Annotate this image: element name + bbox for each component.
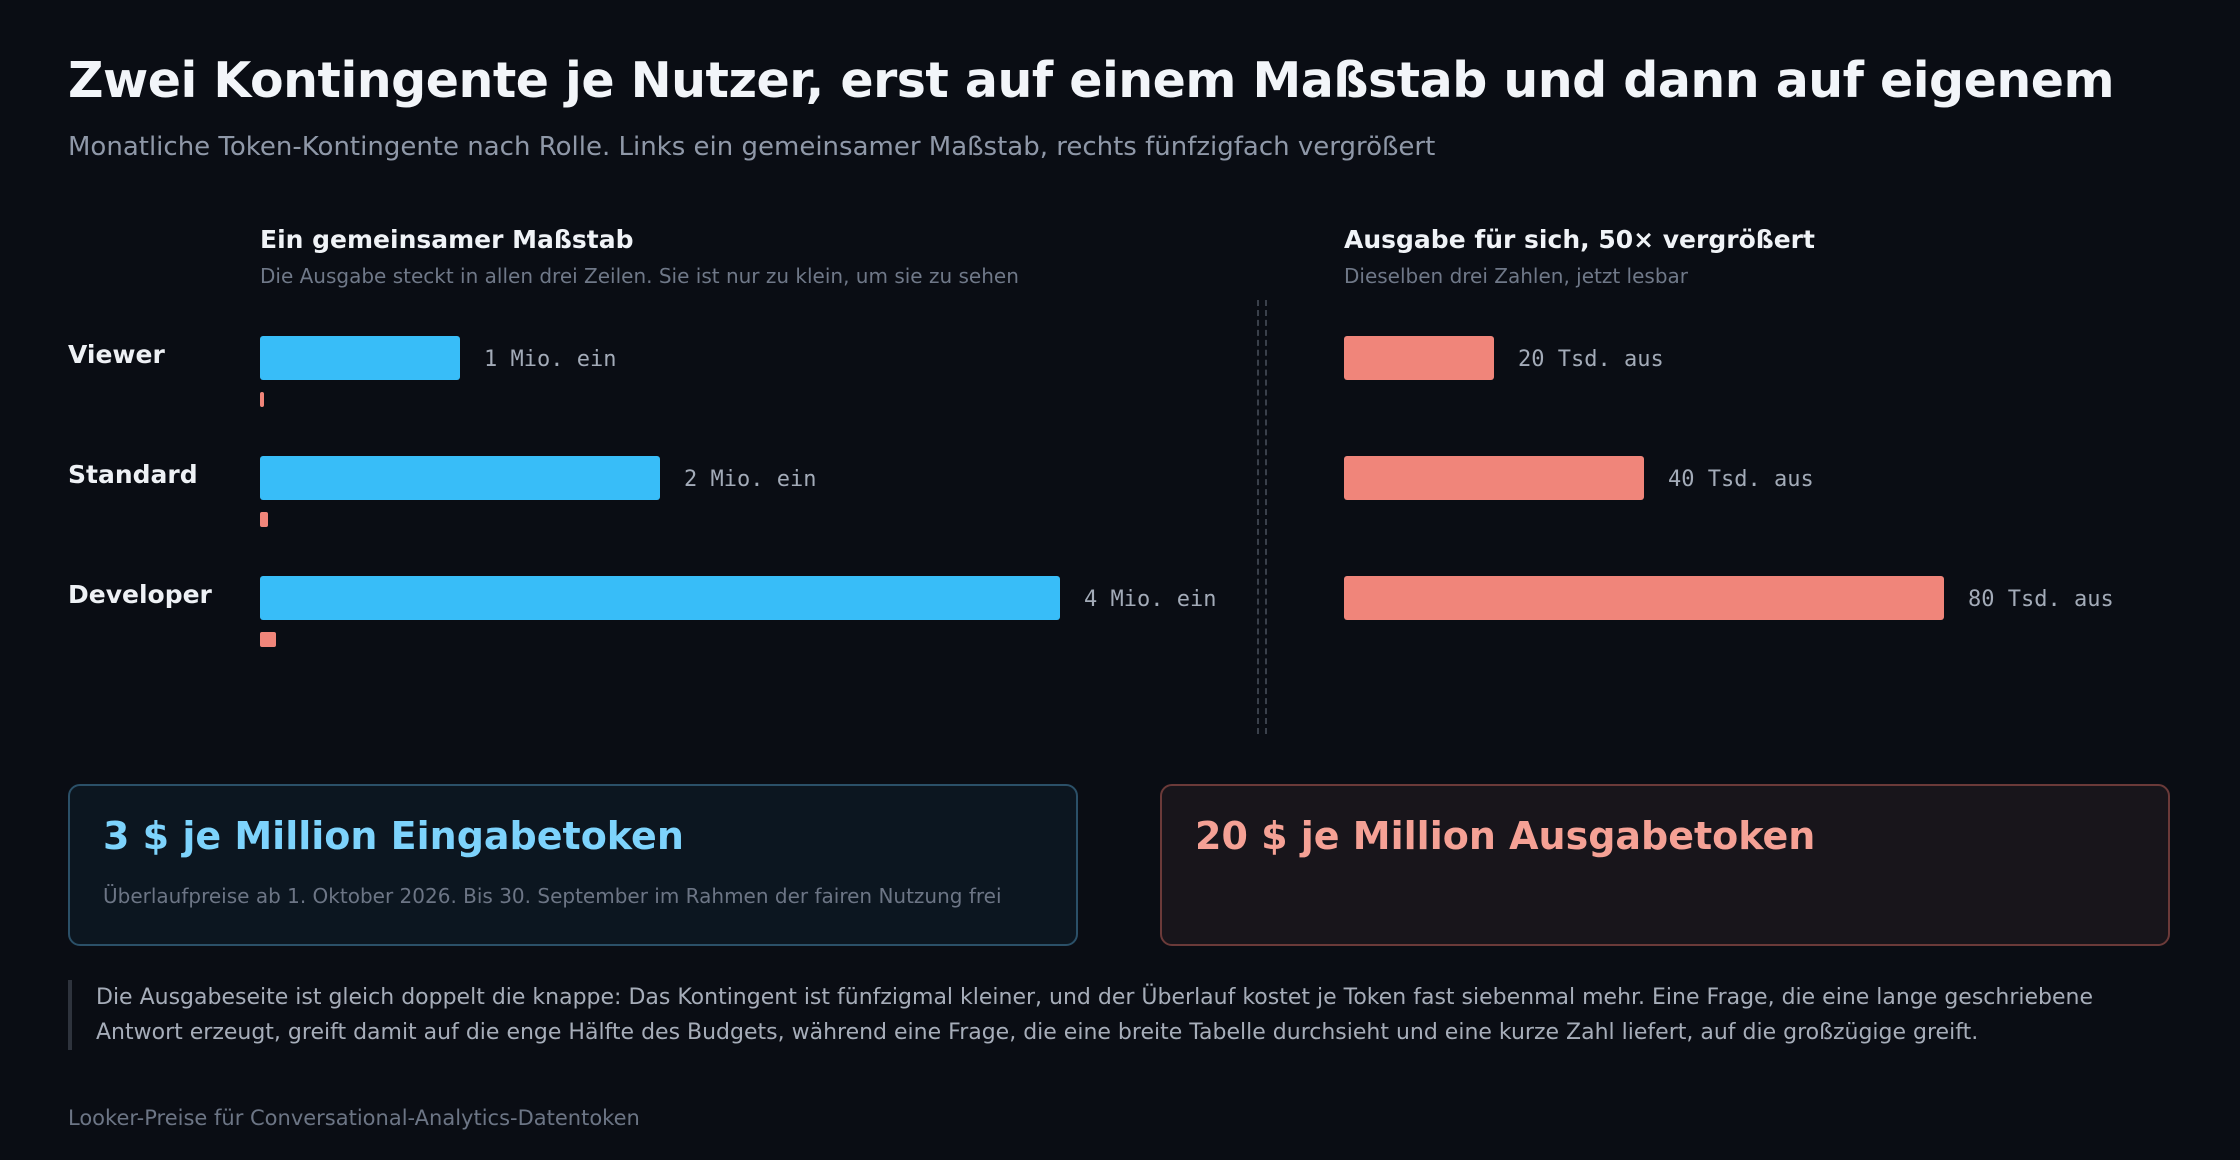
input-value-label: 4 Mio. ein — [1084, 587, 1216, 612]
input-value-label: 1 Mio. ein — [484, 347, 616, 372]
output-value-label: 80 Tsd. aus — [1968, 587, 2114, 612]
input-price-title: 3 $ je Million Eingabetoken — [103, 814, 684, 858]
output-bar-zoomed-viewer — [1344, 336, 1494, 380]
input-bar-viewer — [260, 336, 460, 380]
right-panel-subheading: Dieselben drei Zahlen, jetzt lesbar — [1344, 264, 1689, 288]
row-label-viewer: Viewer — [68, 340, 165, 369]
page-title: Zwei Kontingente je Nutzer, erst auf ein… — [68, 52, 2115, 109]
page-subtitle: Monatliche Token-Kontingente nach Rolle.… — [68, 132, 1436, 162]
left-panel-subheading: Die Ausgabe steckt in allen drei Zeilen.… — [260, 264, 1019, 288]
input-price-card: 3 $ je Million Eingabetoken Überlaufprei… — [68, 784, 1078, 946]
input-bar-standard — [260, 456, 660, 500]
input-bar-developer — [260, 576, 1060, 620]
explanation-note: Die Ausgabeseite ist gleich doppelt die … — [68, 980, 2172, 1050]
row-label-developer: Developer — [68, 580, 212, 609]
output-value-label: 20 Tsd. aus — [1518, 347, 1664, 372]
output-price-title: 20 $ je Million Ausgabetoken — [1195, 814, 1816, 858]
token-quota-chart: 1 Mio. ein 2 Mio. ein 4 Mio. ein 20 Tsd. au… — [260, 336, 2114, 647]
source-footer: Looker-Preise für Conversational-Analyti… — [68, 1106, 640, 1130]
input-price-note: Überlaufpreise ab 1. Oktober 2026. Bis 3… — [103, 884, 1002, 908]
output-bar-zoomed-standard — [1344, 456, 1644, 500]
input-value-label: 2 Mio. ein — [684, 467, 816, 492]
output-bar-shared-viewer — [260, 392, 264, 407]
right-panel-heading: Ausgabe für sich, 50× vergrößert — [1344, 225, 1815, 254]
panel-divider — [1257, 300, 1267, 734]
output-bar-zoomed-developer — [1344, 576, 1944, 620]
output-bar-shared-developer — [260, 632, 276, 647]
row-label-standard: Standard — [68, 460, 198, 489]
left-panel-heading: Ein gemeinsamer Maßstab — [260, 225, 634, 254]
output-price-card: 20 $ je Million Ausgabetoken — [1160, 784, 2170, 946]
output-value-label: 40 Tsd. aus — [1668, 467, 1814, 492]
output-bar-shared-standard — [260, 512, 268, 527]
